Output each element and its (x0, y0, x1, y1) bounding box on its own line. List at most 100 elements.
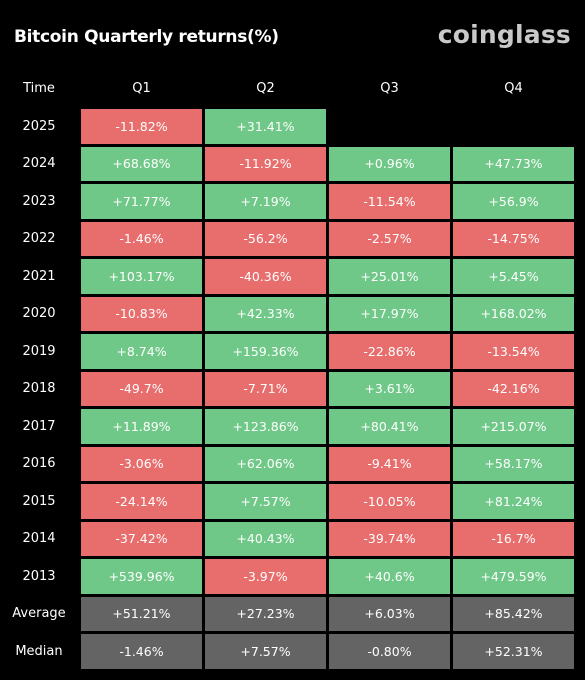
data-cell: -2.57% (329, 221, 450, 256)
data-cell: +81.24% (453, 484, 574, 519)
row-label: 2025 (22, 118, 56, 134)
summary-cell: +27.23% (205, 596, 326, 631)
data-cell: +62.06% (205, 446, 326, 481)
data-cell: +168.02% (453, 296, 574, 331)
data-cell: +42.33% (205, 296, 326, 331)
summary-cell: +6.03% (329, 596, 450, 631)
data-cell: +159.36% (205, 334, 326, 369)
row-label: 2013 (22, 568, 56, 584)
data-cell: +40.6% (329, 559, 450, 594)
summary-label: Median (15, 643, 63, 659)
data-cell: -3.06% (81, 446, 202, 481)
data-cell: -9.41% (329, 446, 450, 481)
chart-title: Bitcoin Quarterly returns(%) (14, 27, 279, 47)
table-row: 2019 +8.74% +159.36% -22.86% -13.54% (0, 333, 585, 371)
row-label: 2022 (22, 231, 56, 247)
data-cell: -11.54% (329, 184, 450, 219)
data-cell: -39.74% (329, 521, 450, 556)
summary-cell: +51.21% (81, 596, 202, 631)
table-row: 2024 +68.68% -11.92% +0.96% +47.73% (0, 145, 585, 183)
table-row: 2025 -11.82% +31.41% (0, 108, 585, 146)
column-header-time: Time (23, 81, 55, 97)
data-cell: +0.96% (329, 146, 450, 181)
summary-label: Average (12, 606, 66, 622)
data-cell: -11.82% (81, 109, 202, 144)
data-cell: -14.75% (453, 221, 574, 256)
summary-cell: +7.57% (205, 634, 326, 669)
data-cell: -24.14% (81, 484, 202, 519)
data-cell: -11.92% (205, 146, 326, 181)
row-label: 2023 (22, 193, 56, 209)
data-cell: -49.7% (81, 371, 202, 406)
summary-cell: -0.80% (329, 634, 450, 669)
data-cell: -7.71% (205, 371, 326, 406)
data-cell: +40.43% (205, 521, 326, 556)
row-label: 2019 (22, 343, 56, 359)
table-row: 2018 -49.7% -7.71% +3.61% -42.16% (0, 370, 585, 408)
row-label: 2021 (22, 268, 56, 284)
data-cell: -13.54% (453, 334, 574, 369)
row-label: 2015 (22, 493, 56, 509)
table-row: 2017 +11.89% +123.86% +80.41% +215.07% (0, 408, 585, 446)
data-cell: -40.36% (205, 259, 326, 294)
table-row: 2016 -3.06% +62.06% -9.41% +58.17% (0, 445, 585, 483)
column-header-q2: Q2 (256, 81, 275, 97)
data-cell: +123.86% (205, 409, 326, 444)
data-cell: -42.16% (453, 371, 574, 406)
data-cell: +56.9% (453, 184, 574, 219)
header: Bitcoin Quarterly returns(%) coinglass (0, 0, 585, 70)
data-cell: +103.17% (81, 259, 202, 294)
data-cell: +5.45% (453, 259, 574, 294)
summary-row: Median -1.46% +7.57% -0.80% +52.31% (0, 633, 585, 671)
data-cell: +7.19% (205, 184, 326, 219)
data-cell: +11.89% (81, 409, 202, 444)
table-row: 2021 +103.17% -40.36% +25.01% +5.45% (0, 258, 585, 296)
data-cell: -16.7% (453, 521, 574, 556)
data-cell: +539.96% (81, 559, 202, 594)
column-header-q3: Q3 (380, 81, 399, 97)
data-cell: +3.61% (329, 371, 450, 406)
table-row: 2013 +539.96% -3.97% +40.6% +479.59% (0, 558, 585, 596)
data-cell: +8.74% (81, 334, 202, 369)
data-cell: -10.05% (329, 484, 450, 519)
data-cell: +80.41% (329, 409, 450, 444)
table-row: 2015 -24.14% +7.57% -10.05% +81.24% (0, 483, 585, 521)
table-header-row: Time Q1 Q2 Q3 Q4 (0, 70, 585, 108)
data-cell: -22.86% (329, 334, 450, 369)
row-label: 2016 (22, 456, 56, 472)
data-cell (453, 109, 574, 144)
row-label: 2024 (22, 156, 56, 172)
data-cell: -10.83% (81, 296, 202, 331)
data-cell (329, 109, 450, 144)
table-row: 2014 -37.42% +40.43% -39.74% -16.7% (0, 520, 585, 558)
returns-table: Time Q1 Q2 Q3 Q4 2025 -11.82% +31.41% 2024 +68.68… (0, 70, 585, 670)
table-row: 2022 -1.46% -56.2% -2.57% -14.75% (0, 220, 585, 258)
data-cell: +479.59% (453, 559, 574, 594)
table-row: 2023 +71.77% +7.19% -11.54% +56.9% (0, 183, 585, 221)
row-label: 2020 (22, 306, 56, 322)
data-cell: -3.97% (205, 559, 326, 594)
data-cell: +31.41% (205, 109, 326, 144)
summary-cell: -1.46% (81, 634, 202, 669)
data-cell: +25.01% (329, 259, 450, 294)
brand-logo: coinglass (437, 20, 571, 49)
summary-row: Average +51.21% +27.23% +6.03% +85.42% (0, 595, 585, 633)
column-header-q1: Q1 (132, 81, 151, 97)
data-cell: +17.97% (329, 296, 450, 331)
row-label: 2017 (22, 418, 56, 434)
data-cell: +58.17% (453, 446, 574, 481)
summary-cell: +85.42% (453, 596, 574, 631)
row-label: 2014 (22, 531, 56, 547)
data-cell: +47.73% (453, 146, 574, 181)
data-cell: +68.68% (81, 146, 202, 181)
table-row: 2020 -10.83% +42.33% +17.97% +168.02% (0, 295, 585, 333)
row-label: 2018 (22, 381, 56, 397)
summary-cell: +52.31% (453, 634, 574, 669)
data-cell: +215.07% (453, 409, 574, 444)
data-cell: -1.46% (81, 221, 202, 256)
data-cell: +71.77% (81, 184, 202, 219)
data-cell: +7.57% (205, 484, 326, 519)
data-cell: -37.42% (81, 521, 202, 556)
data-cell: -56.2% (205, 221, 326, 256)
